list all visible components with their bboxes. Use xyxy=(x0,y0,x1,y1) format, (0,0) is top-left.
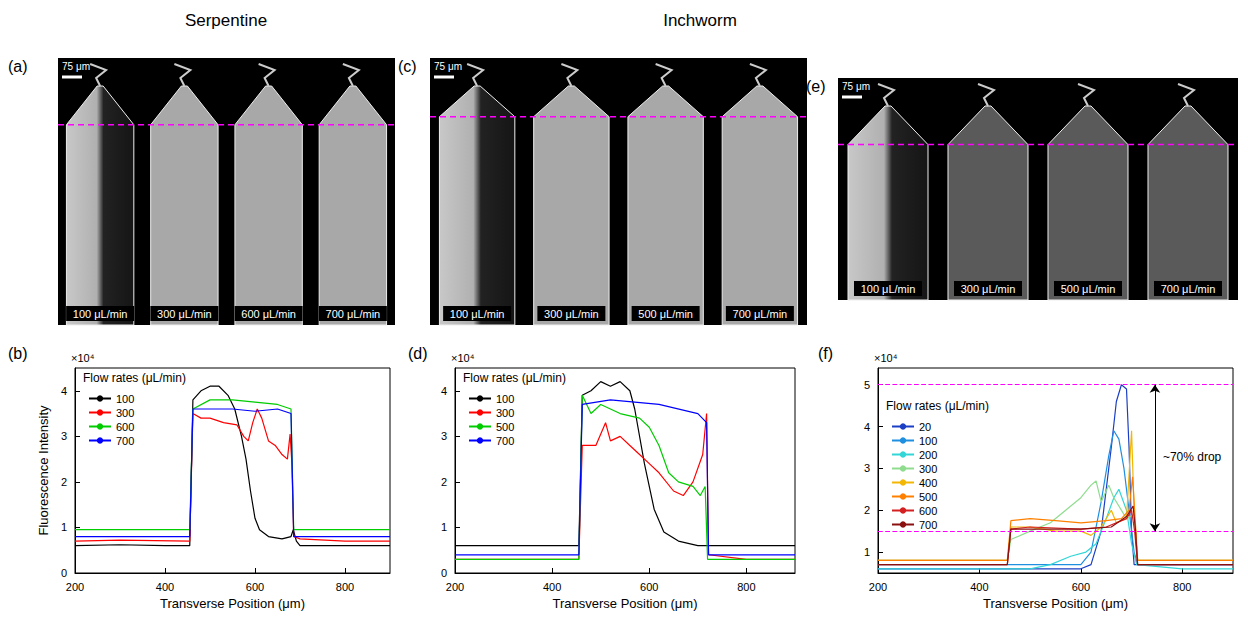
svg-text:3: 3 xyxy=(864,462,870,474)
svg-text:600 μL/min: 600 μL/min xyxy=(241,308,296,320)
svg-text:Flow rates (μL/min): Flow rates (μL/min) xyxy=(83,371,186,385)
svg-text:500: 500 xyxy=(496,421,514,433)
svg-text:600: 600 xyxy=(246,581,264,593)
svg-text:(b): (b) xyxy=(8,345,28,362)
svg-text:5: 5 xyxy=(864,379,870,391)
svg-text:2: 2 xyxy=(61,476,67,488)
svg-text:100: 100 xyxy=(496,393,514,405)
svg-text:300: 300 xyxy=(116,407,134,419)
svg-text:800: 800 xyxy=(737,581,755,593)
svg-text:(c): (c) xyxy=(398,58,417,75)
svg-text:700 μL/min: 700 μL/min xyxy=(326,308,381,320)
svg-text:4: 4 xyxy=(61,385,67,397)
svg-text:×10⁴: ×10⁴ xyxy=(451,352,475,364)
svg-text:20: 20 xyxy=(919,421,931,433)
svg-text:Flow rates (μL/min): Flow rates (μL/min) xyxy=(886,399,989,413)
svg-text:600: 600 xyxy=(116,421,134,433)
svg-text:(e): (e) xyxy=(806,78,826,95)
svg-text:400: 400 xyxy=(919,477,937,489)
svg-text:700: 700 xyxy=(919,519,937,531)
svg-text:300 μL/min: 300 μL/min xyxy=(157,308,212,320)
svg-text:4: 4 xyxy=(441,385,447,397)
svg-text:0: 0 xyxy=(61,567,67,579)
svg-text:800: 800 xyxy=(336,581,354,593)
svg-text:200: 200 xyxy=(869,581,887,593)
svg-text:3: 3 xyxy=(441,430,447,442)
svg-text:(a): (a) xyxy=(8,58,28,75)
svg-text:500: 500 xyxy=(919,491,937,503)
svg-text:300: 300 xyxy=(919,463,937,475)
svg-text:400: 400 xyxy=(156,581,174,593)
svg-text:Inchworm: Inchworm xyxy=(663,11,737,30)
svg-text:200: 200 xyxy=(919,449,937,461)
svg-text:(d): (d) xyxy=(408,345,428,362)
svg-text:400: 400 xyxy=(970,581,988,593)
svg-text:Transverse Position (μm): Transverse Position (μm) xyxy=(983,596,1128,611)
svg-text:Serpentine: Serpentine xyxy=(185,11,267,30)
svg-text:300 μL/min: 300 μL/min xyxy=(961,283,1016,295)
svg-text:75 μm: 75 μm xyxy=(842,81,870,92)
svg-text:1: 1 xyxy=(864,546,870,558)
svg-text:~70% drop: ~70% drop xyxy=(1163,450,1222,464)
svg-text:200: 200 xyxy=(66,581,84,593)
svg-text:300: 300 xyxy=(496,407,514,419)
svg-text:Transverse Position (μm): Transverse Position (μm) xyxy=(553,596,698,611)
svg-text:100 μL/min: 100 μL/min xyxy=(73,308,128,320)
svg-text:600: 600 xyxy=(640,581,658,593)
svg-text:700 μL/min: 700 μL/min xyxy=(1161,283,1216,295)
svg-text:700 μL/min: 700 μL/min xyxy=(733,308,788,320)
svg-text:1: 1 xyxy=(441,521,447,533)
svg-text:3: 3 xyxy=(61,430,67,442)
svg-text:4: 4 xyxy=(864,421,870,433)
svg-text:×10⁴: ×10⁴ xyxy=(71,352,95,364)
svg-text:600: 600 xyxy=(919,505,937,517)
svg-text:75 μm: 75 μm xyxy=(62,61,90,72)
svg-text:400: 400 xyxy=(543,581,561,593)
svg-text:1: 1 xyxy=(61,521,67,533)
svg-text:700: 700 xyxy=(496,435,514,447)
svg-text:Flow rates (μL/min): Flow rates (μL/min) xyxy=(463,371,566,385)
svg-text:(f): (f) xyxy=(818,345,833,362)
svg-text:Transverse Position (μm): Transverse Position (μm) xyxy=(160,596,305,611)
svg-text:0: 0 xyxy=(441,567,447,579)
svg-text:100 μL/min: 100 μL/min xyxy=(861,283,916,295)
svg-text:100: 100 xyxy=(116,393,134,405)
svg-text:200: 200 xyxy=(446,581,464,593)
svg-text:×10⁴: ×10⁴ xyxy=(874,352,898,364)
svg-text:600: 600 xyxy=(1072,581,1090,593)
svg-text:300 μL/min: 300 μL/min xyxy=(544,308,599,320)
svg-text:2: 2 xyxy=(441,476,447,488)
svg-text:75 μm: 75 μm xyxy=(434,61,462,72)
svg-text:500 μL/min: 500 μL/min xyxy=(638,308,693,320)
svg-text:800: 800 xyxy=(1173,581,1191,593)
svg-text:100 μL/min: 100 μL/min xyxy=(450,308,505,320)
svg-text:Fluorescence Intensity: Fluorescence Intensity xyxy=(36,405,51,536)
svg-text:2: 2 xyxy=(864,504,870,516)
svg-text:700: 700 xyxy=(116,435,134,447)
svg-text:500 μL/min: 500 μL/min xyxy=(1061,283,1116,295)
svg-text:100: 100 xyxy=(919,435,937,447)
